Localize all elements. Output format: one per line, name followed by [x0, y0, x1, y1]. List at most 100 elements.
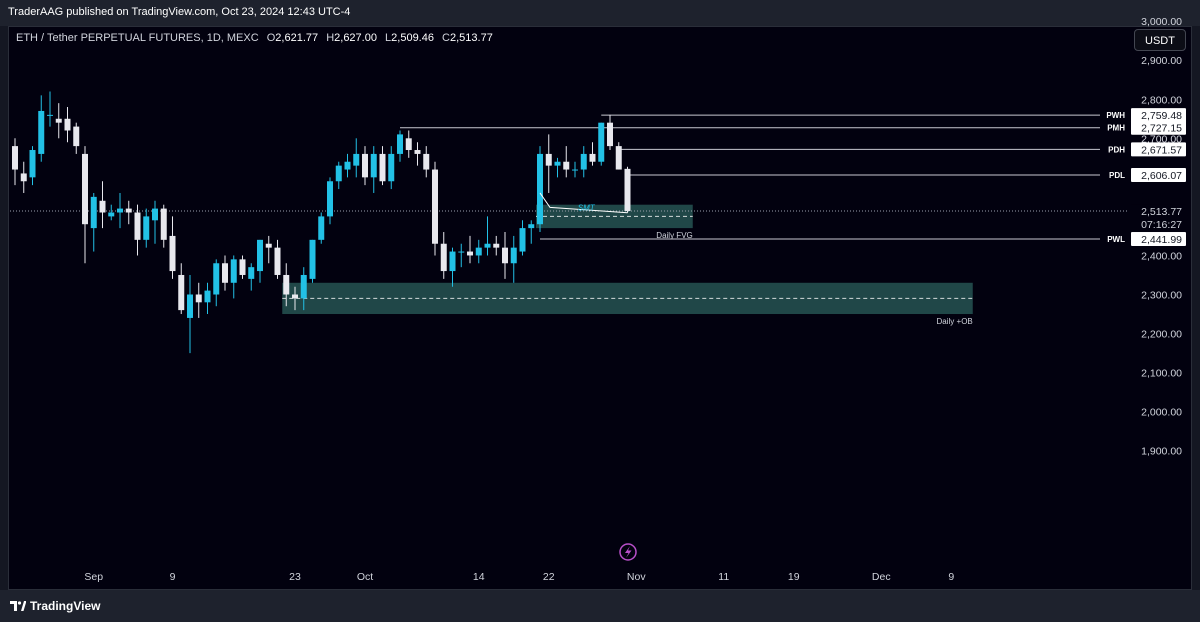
- footer-bar: [0, 590, 1200, 622]
- price-tick: 2,200.00: [1141, 329, 1182, 341]
- candle-body: [108, 212, 115, 217]
- symbol-label[interactable]: ETH / Tether PERPETUAL FUTURES, 1D, MEXC: [16, 32, 259, 44]
- price-tick: 2,800.00: [1141, 94, 1182, 106]
- candle-body: [117, 208, 123, 213]
- time-tick: 14: [473, 571, 485, 583]
- close-value: 2,513.77: [450, 32, 493, 44]
- candle-body: [449, 251, 456, 272]
- time-tick: 9: [948, 571, 954, 583]
- smt-line: [539, 192, 628, 214]
- candle-body: [388, 153, 395, 182]
- candle-body: [458, 251, 465, 253]
- candle-body: [370, 153, 377, 178]
- candle-body: [20, 173, 27, 182]
- level-label-pdl: PDL: [1109, 171, 1125, 180]
- open-value: 2,621.77: [275, 32, 319, 44]
- candle-body: [327, 181, 333, 217]
- candle-body: [432, 169, 438, 244]
- candle-body: [414, 150, 421, 154]
- candle-body: [143, 216, 150, 240]
- candle-body: [213, 263, 220, 295]
- smt-label: SMT: [578, 203, 596, 212]
- price-axis[interactable]: 1,900.00 2,000.00 2,100.00 2,200.00 2,300.00…: [1131, 0, 1186, 458]
- candle-body: [528, 224, 535, 229]
- currency-button[interactable]: USDT: [1134, 29, 1186, 51]
- candle-body: [580, 153, 587, 170]
- candle-body: [99, 200, 106, 213]
- candle-body: [589, 153, 596, 162]
- candle-body: [300, 274, 307, 299]
- candle-body: [615, 146, 622, 170]
- candle-body: [248, 267, 255, 279]
- candle-body: [353, 153, 360, 166]
- level-price-text: 2,606.07: [1141, 170, 1182, 182]
- candle-body: [55, 118, 62, 123]
- candle-body: [440, 243, 447, 272]
- candle-body: [73, 126, 80, 147]
- level-label-pwl: PWL: [1107, 235, 1125, 244]
- time-tick: 23: [289, 571, 301, 583]
- brand-name[interactable]: TradingView: [30, 599, 101, 613]
- candle-body: [274, 247, 281, 275]
- candle-body: [169, 235, 176, 272]
- time-tick: Dec: [872, 571, 891, 583]
- time-tick: 9: [170, 571, 176, 583]
- candle-body: [502, 247, 508, 264]
- price-tick: 1,900.00: [1141, 446, 1182, 458]
- candle-body: [134, 212, 141, 240]
- candle-body: [607, 122, 613, 147]
- candle-body: [379, 153, 386, 182]
- price-tick: 3,000.00: [1141, 16, 1182, 28]
- level-price-box: [1131, 167, 1186, 182]
- publisher-text: TraderAAG published on TradingView.com, …: [8, 6, 351, 18]
- candle-body: [82, 153, 88, 225]
- low-value: 2,509.46: [391, 32, 434, 44]
- candle-body: [47, 114, 53, 116]
- candle-body: [318, 216, 325, 240]
- low-label: L: [385, 32, 392, 44]
- time-tick: Sep: [84, 571, 103, 583]
- level-price-text: 2,727.15: [1141, 123, 1182, 135]
- level-price-box: [1131, 120, 1186, 135]
- candle-body: [423, 153, 430, 170]
- price-tick: 2,100.00: [1141, 368, 1182, 380]
- candle-body: [12, 146, 18, 170]
- lightning-icon[interactable]: [619, 543, 637, 561]
- current-price-text: 2,513.77: [1141, 206, 1182, 218]
- candle-body: [475, 247, 482, 256]
- tradingview-logo-icon: [10, 601, 26, 611]
- price-tick-partial: 2,700.00: [1141, 133, 1182, 145]
- candle-body: [292, 294, 298, 299]
- candle-body: [519, 228, 526, 252]
- time-axis[interactable]: Sep 9 23 Oct 14 22 Nov 11 19 Dec 9: [84, 571, 954, 583]
- level-price-text: 2,441.99: [1141, 234, 1182, 246]
- level-label-pmh: PMH: [1107, 124, 1125, 133]
- candle-body: [38, 110, 45, 154]
- candle-body: [493, 243, 500, 248]
- time-tick: Oct: [357, 571, 373, 583]
- candle-body: [178, 274, 185, 311]
- time-tick: 22: [543, 571, 555, 583]
- candle-body: [362, 153, 368, 178]
- current-price-box: [1131, 204, 1186, 233]
- candle-body: [510, 247, 517, 264]
- price-tick: 2,900.00: [1141, 55, 1182, 67]
- candle-body: [405, 138, 412, 151]
- open-label: O: [266, 32, 276, 44]
- candle-body: [204, 290, 211, 303]
- candle-body: [90, 196, 97, 229]
- candle-body: [572, 169, 578, 171]
- candle-body: [545, 153, 552, 166]
- publisher-bar: TraderAAG published on TradingView.com, …: [0, 0, 1200, 26]
- level-price-box: [1131, 142, 1186, 157]
- candle-body: [265, 243, 272, 248]
- candle-body: [554, 161, 561, 166]
- candle-body: [230, 259, 237, 283]
- candle-body: [598, 122, 605, 162]
- level-price-box: [1131, 232, 1186, 247]
- zone-label: Daily FVG: [656, 231, 692, 240]
- candle-body: [152, 208, 158, 221]
- candle-body: [467, 251, 473, 256]
- ohlc-legend: ETH / Tether PERPETUAL FUTURES, 1D, MEXC…: [16, 32, 493, 44]
